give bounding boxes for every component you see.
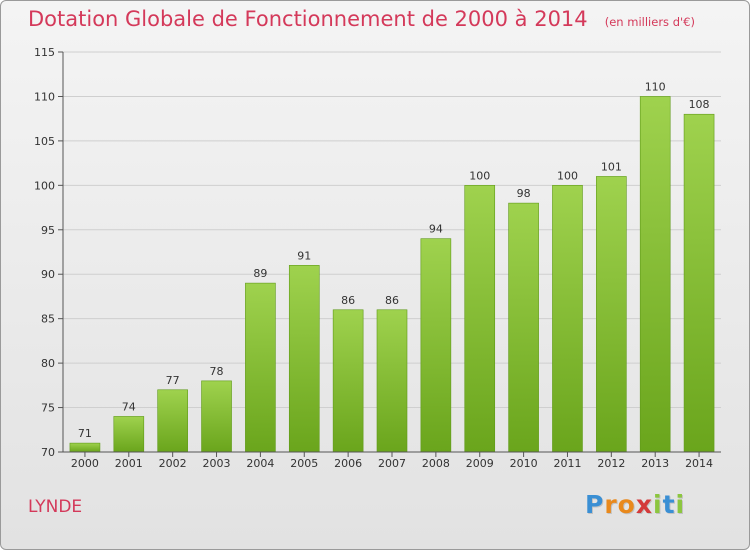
y-tick-label: 100 <box>34 179 55 192</box>
data-label: 86 <box>341 294 355 307</box>
x-tick-label: 2006 <box>334 457 362 470</box>
chart-title: Dotation Globale de Fonctionnement de 20… <box>28 7 588 31</box>
bar <box>596 176 627 453</box>
x-tick-label: 2000 <box>71 457 99 470</box>
data-label: 77 <box>166 374 180 387</box>
x-tick-label: 2010 <box>510 457 538 470</box>
logo-letter: r <box>604 490 618 519</box>
bar <box>508 202 539 453</box>
data-label: 100 <box>469 169 490 182</box>
y-tick-label: 110 <box>34 90 55 103</box>
bar <box>376 309 408 453</box>
bar <box>683 113 715 453</box>
x-tick-label: 2003 <box>203 457 231 470</box>
chart-subtitle: (en milliers d'€) <box>604 15 695 29</box>
bar <box>464 185 496 453</box>
x-tick-label: 2009 <box>466 457 494 470</box>
y-tick-label: 90 <box>41 268 55 281</box>
chart-heading: Dotation Globale de Fonctionnement de 20… <box>28 7 695 31</box>
y-tick-label: 85 <box>41 313 55 326</box>
x-tick-label: 2014 <box>685 457 713 470</box>
data-label: 89 <box>253 267 267 280</box>
x-tick-label: 2007 <box>378 457 406 470</box>
x-tick-label: 2013 <box>641 457 669 470</box>
logo-letter: i <box>653 490 663 519</box>
bar <box>420 238 452 453</box>
proxiti-logo: Proxiti <box>585 490 685 519</box>
bar <box>288 265 320 453</box>
data-label: 91 <box>297 249 311 262</box>
x-tick-label: 2004 <box>246 457 274 470</box>
y-tick-label: 95 <box>41 224 55 237</box>
x-tick-label: 2001 <box>115 457 143 470</box>
data-label: 94 <box>429 223 443 236</box>
location-label: LYNDE <box>28 497 83 517</box>
data-label: 74 <box>122 400 136 413</box>
logo-letter: x <box>635 490 653 519</box>
data-label: 110 <box>645 80 666 93</box>
y-tick-label: 115 <box>34 46 55 59</box>
bar <box>245 282 276 453</box>
logo-letter: P <box>585 490 605 519</box>
data-label: 78 <box>210 365 224 378</box>
data-label: 108 <box>689 98 710 111</box>
bar <box>113 416 145 453</box>
logo-letter: t <box>662 490 676 519</box>
x-tick-label: 2008 <box>422 457 450 470</box>
data-label: 101 <box>601 160 622 173</box>
bar <box>69 442 101 453</box>
data-label: 86 <box>385 294 399 307</box>
y-tick-label: 80 <box>41 357 55 370</box>
logo-letter: o <box>617 490 636 519</box>
data-label: 71 <box>78 427 92 440</box>
logo-letter: i <box>675 490 686 519</box>
bar <box>201 380 232 453</box>
y-tick-label: 105 <box>34 135 55 148</box>
y-tick-label: 75 <box>41 402 55 415</box>
axes: 70 75 80 85 90 95 100 105 110 115 2000 2001 2002 2003… <box>34 46 721 470</box>
x-tick-label: 2012 <box>597 457 625 470</box>
bar <box>332 309 364 453</box>
y-tick-label: 70 <box>41 446 55 459</box>
bar <box>157 389 188 453</box>
bar <box>552 185 583 453</box>
x-tick-label: 2005 <box>290 457 318 470</box>
x-tick-label: 2011 <box>553 457 581 470</box>
x-tick-label: 2002 <box>159 457 187 470</box>
bars: 71 74 77 78 89 91 86 86 94 100 98 100 101 110 108 <box>69 80 715 453</box>
data-label: 98 <box>517 187 531 200</box>
bar <box>639 96 671 453</box>
data-label: 100 <box>557 169 578 182</box>
